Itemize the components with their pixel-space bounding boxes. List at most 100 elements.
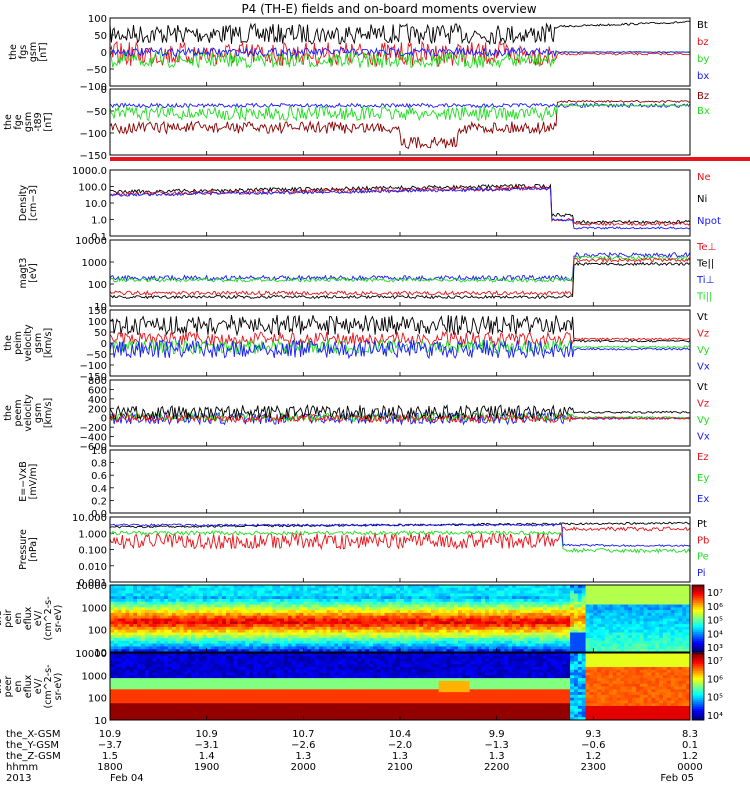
heat-cell: [153, 644, 157, 647]
heat-cell: [535, 593, 539, 596]
heat-cell: [137, 619, 141, 622]
heat-cell: [199, 605, 203, 608]
heat-cell: [199, 712, 203, 715]
heat-cell: [419, 627, 423, 630]
heat-cell: [153, 689, 157, 692]
heat-cell: [547, 619, 551, 622]
heat-cell: [222, 673, 226, 676]
heat-cell: [280, 624, 284, 627]
heat-cell: [593, 621, 597, 624]
heat-cell: [311, 599, 315, 602]
heat-cell: [296, 646, 300, 649]
heat-cell: [342, 621, 346, 624]
heat-cell: [443, 588, 447, 591]
heat-cell: [253, 706, 257, 709]
heat-cell: [671, 593, 675, 596]
heat-cell: [489, 605, 493, 608]
heat-cell: [323, 644, 327, 647]
heat-cell: [149, 624, 153, 627]
heat-cell: [346, 613, 350, 616]
heat-cell: [265, 610, 269, 613]
heat-cell: [137, 630, 141, 633]
heat-cell: [296, 638, 300, 641]
heat-cell: [586, 591, 590, 594]
heat-cell: [551, 616, 555, 619]
heat-cell: [400, 630, 404, 633]
heat-cell: [195, 673, 199, 676]
heat-cell: [354, 596, 358, 599]
heat-cell: [566, 638, 570, 641]
heat-cell: [388, 646, 392, 649]
heat-cell: [330, 616, 334, 619]
ytick-label: 1.0: [91, 446, 107, 457]
heat-cell: [207, 664, 211, 667]
heat-cell: [477, 616, 481, 619]
heat-cell: [191, 616, 195, 619]
heat-cell: [408, 613, 412, 616]
heat-cell: [265, 667, 269, 670]
heat-cell: [330, 610, 334, 613]
heat-cell: [191, 661, 195, 664]
heat-cell: [160, 692, 164, 695]
heat-cell: [346, 641, 350, 644]
heat-cell: [288, 621, 292, 624]
heat-cell: [404, 607, 408, 610]
heat-cell: [288, 588, 292, 591]
heat-cell: [118, 607, 122, 610]
heat-cell: [137, 646, 141, 649]
heat-cell: [261, 675, 265, 678]
heat-cell: [597, 633, 601, 636]
heat-cell: [203, 605, 207, 608]
heat-cell: [265, 692, 269, 695]
heat-cell: [458, 593, 462, 596]
heat-cell: [454, 624, 458, 627]
heat-cell: [675, 599, 679, 602]
heat-cell: [156, 692, 160, 695]
heat-cell: [153, 659, 157, 662]
heat-cell: [659, 599, 663, 602]
heat-cell: [280, 610, 284, 613]
heat-cell: [605, 610, 609, 613]
heat-cell: [671, 591, 675, 594]
heat-cell: [477, 624, 481, 627]
heat-cell: [110, 630, 114, 633]
heat-cell: [659, 607, 663, 610]
heat-cell: [416, 624, 420, 627]
heat-cell: [501, 596, 505, 599]
heat-cell: [156, 709, 160, 712]
heat-cell: [211, 678, 215, 681]
heat-cell: [211, 661, 215, 664]
heat-cell: [269, 673, 273, 676]
heat-cell: [234, 684, 238, 687]
heat-cell: [211, 644, 215, 647]
heat-cell: [535, 630, 539, 633]
heat-cell: [110, 588, 114, 591]
heat-cell: [450, 630, 454, 633]
heat-cell: [191, 712, 195, 715]
heat-cell: [226, 692, 230, 695]
heat-cell: [427, 591, 431, 594]
heat-cell: [226, 641, 230, 644]
heat-cell: [443, 613, 447, 616]
heat-cell: [431, 621, 435, 624]
heat-cell: [628, 619, 632, 622]
heat-cell: [156, 701, 160, 704]
heat-cell: [501, 624, 505, 627]
heat-cell: [477, 613, 481, 616]
heat-cell: [516, 641, 520, 644]
heat-cell: [153, 627, 157, 630]
heat-cell: [373, 644, 377, 647]
heat-cell: [570, 633, 574, 636]
heat-cell: [129, 712, 133, 715]
heat-cell: [396, 588, 400, 591]
heat-cell: [516, 624, 520, 627]
heat-cell: [489, 624, 493, 627]
heat-cell: [655, 613, 659, 616]
heat-cell: [245, 605, 249, 608]
heat-cell: [423, 593, 427, 596]
heat-cell: [427, 644, 431, 647]
heat-cell: [323, 646, 327, 649]
heat-cell: [458, 605, 462, 608]
heat-cell: [137, 701, 141, 704]
